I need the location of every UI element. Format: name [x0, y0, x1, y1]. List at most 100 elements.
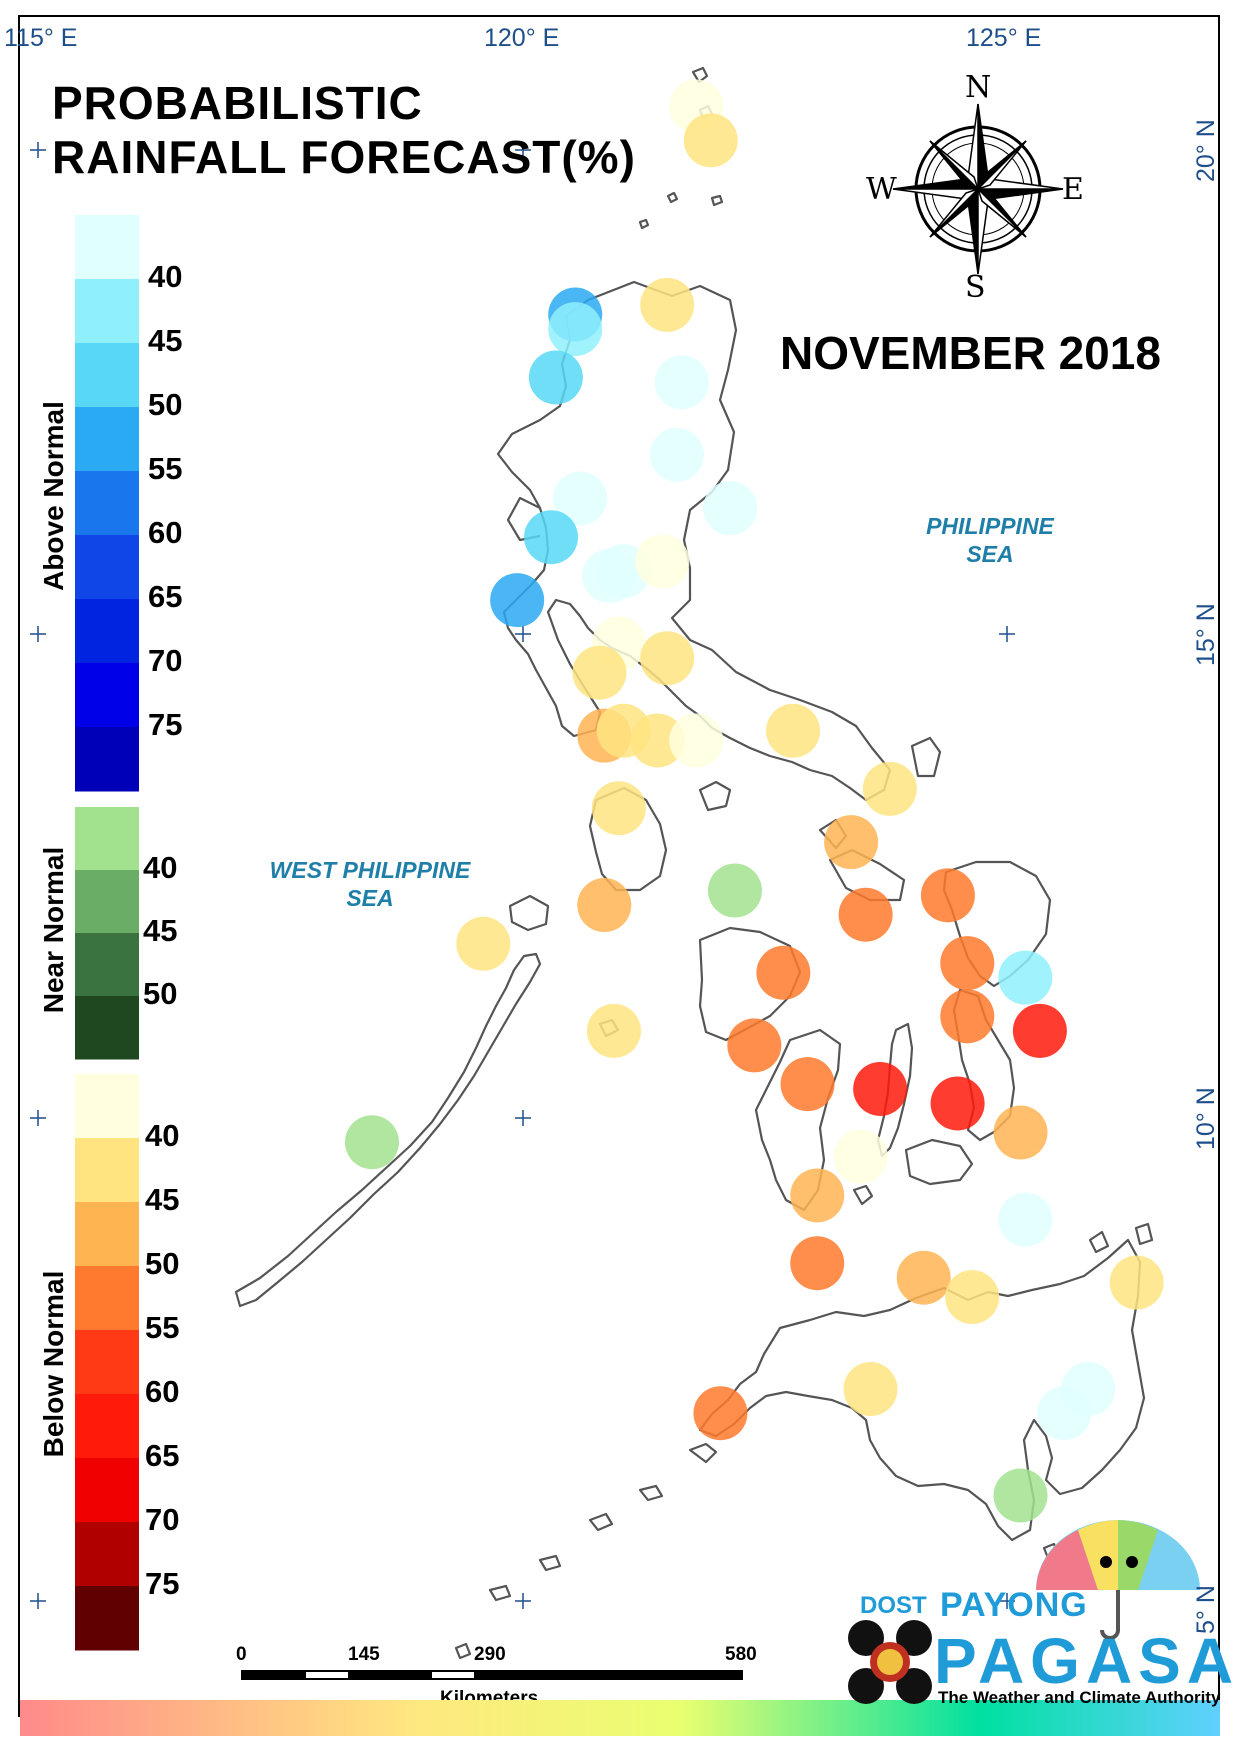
- station-marker: [780, 1057, 835, 1112]
- legend-near-bar: [75, 807, 139, 1060]
- sea-west-line1: WEST PHILIPPINE: [269, 857, 471, 883]
- lat-label-10: 10° N: [1192, 1087, 1220, 1150]
- station-marker: [586, 1003, 641, 1058]
- logo-payong-text: PAYONG: [940, 1586, 1088, 1624]
- legend-swatch: [75, 1074, 139, 1139]
- scale-label-290: 290: [474, 1644, 506, 1665]
- station-marker: [727, 1018, 782, 1073]
- station-marker: [548, 302, 603, 357]
- sea-east-line1: PHILIPPINE: [926, 513, 1054, 539]
- station-marker: [456, 916, 511, 971]
- legend-swatch: [75, 535, 139, 600]
- station-marker: [640, 277, 695, 332]
- legend-label: 55: [148, 451, 183, 486]
- station-marker: [524, 510, 579, 565]
- pagasa-umbrella-icon: [1036, 1520, 1200, 1640]
- station-marker: [940, 989, 995, 1044]
- dost-seal-icon: [848, 1620, 932, 1704]
- legend-swatch: [75, 727, 139, 792]
- station-marker: [553, 471, 608, 526]
- station-marker: [649, 427, 704, 482]
- station-marker: [654, 355, 709, 410]
- compass-e-label: E: [1062, 172, 1084, 207]
- legend-swatch: [75, 1202, 139, 1267]
- legend-swatch: [75, 1330, 139, 1395]
- station-marker: [707, 863, 762, 918]
- station-marker: [1109, 1255, 1164, 1310]
- map-title-line1: PROBABILISTIC: [52, 77, 423, 129]
- station-marker: [945, 1270, 1000, 1325]
- label-philippine-sea: PHILIPPINE SEA: [905, 512, 1075, 568]
- station-marker: [1012, 1003, 1067, 1058]
- legend-label: 65: [145, 1438, 180, 1473]
- legend-label: 60: [145, 1374, 180, 1409]
- legend-swatch: [75, 807, 139, 871]
- lon-label-115: 115° E: [4, 24, 78, 52]
- legend-swatch: [75, 663, 139, 728]
- station-marker: [591, 781, 646, 836]
- legend-swatch: [75, 599, 139, 664]
- legend-swatch: [75, 870, 139, 934]
- station-marker: [766, 703, 821, 758]
- legend-above-title: Above Normal: [38, 401, 69, 591]
- station-marker: [693, 1386, 748, 1441]
- station-marker: [669, 713, 724, 768]
- lon-label-125: 125° E: [966, 24, 1042, 52]
- scale-unit-label: Kilometers: [440, 1688, 539, 1700]
- legend-label: 40: [143, 850, 178, 885]
- legend-label: 50: [148, 387, 183, 422]
- legend-near-title: Near Normal: [38, 846, 69, 1014]
- scale-label-0: 0: [236, 1644, 247, 1665]
- map-title: PROBABILISTIC RAINFALL FORECAST(%): [52, 76, 636, 184]
- station-marker: [790, 1236, 845, 1291]
- station-marker: [683, 113, 738, 168]
- station-marker: [998, 1192, 1053, 1247]
- legend-label: 55: [145, 1310, 180, 1345]
- station-marker: [790, 1168, 845, 1223]
- legend-swatch: [75, 996, 139, 1060]
- station-marker: [993, 1105, 1048, 1160]
- station-marker: [528, 350, 583, 405]
- forecast-period: NOVEMBER 2018: [780, 327, 1161, 379]
- legend-label: 70: [148, 643, 183, 678]
- station-marker: [896, 1250, 951, 1305]
- legend-label: 45: [143, 913, 178, 948]
- legend-label: 65: [148, 579, 183, 614]
- graticule-crosses: [30, 142, 1015, 1609]
- station-marker: [490, 573, 545, 628]
- station-marker: [930, 1076, 985, 1131]
- scale-label-580: 580: [725, 1644, 757, 1665]
- scale-label-145: 145: [348, 1644, 380, 1665]
- station-marker: [640, 631, 695, 686]
- station-marker: [630, 713, 685, 768]
- bottom-color-strip: [20, 1700, 1220, 1736]
- station-marker: [577, 878, 632, 933]
- station-marker: [940, 936, 995, 991]
- station-marker: [853, 1061, 908, 1116]
- lat-label-20: 20° N: [1192, 119, 1220, 182]
- station-marker: [843, 1362, 898, 1417]
- legend-below-bar: [75, 1074, 139, 1651]
- station-marker: [838, 887, 893, 942]
- logo-dost-text: DOST: [860, 1592, 927, 1619]
- legend-label: 75: [145, 1566, 180, 1601]
- station-marker: [998, 950, 1053, 1005]
- legend-swatch: [75, 1138, 139, 1203]
- sea-west-line2: SEA: [346, 885, 394, 911]
- compass-n-label: N: [965, 70, 992, 105]
- logo-tagline: The Weather and Climate Authority: [938, 1688, 1221, 1707]
- legend-label: 40: [148, 259, 183, 294]
- station-marker: [1037, 1386, 1092, 1441]
- station-marker: [572, 645, 627, 700]
- legend-label: 75: [148, 707, 183, 742]
- station-marker: [920, 868, 975, 923]
- legend-swatch: [75, 471, 139, 536]
- station-marker: [833, 1129, 888, 1184]
- sea-east-line2: SEA: [966, 541, 1014, 567]
- station-marker: [993, 1468, 1048, 1523]
- legend-label: 50: [145, 1246, 180, 1281]
- legend-swatch: [75, 1586, 139, 1651]
- legend-swatch: [75, 1266, 139, 1331]
- legend-swatch: [75, 1458, 139, 1523]
